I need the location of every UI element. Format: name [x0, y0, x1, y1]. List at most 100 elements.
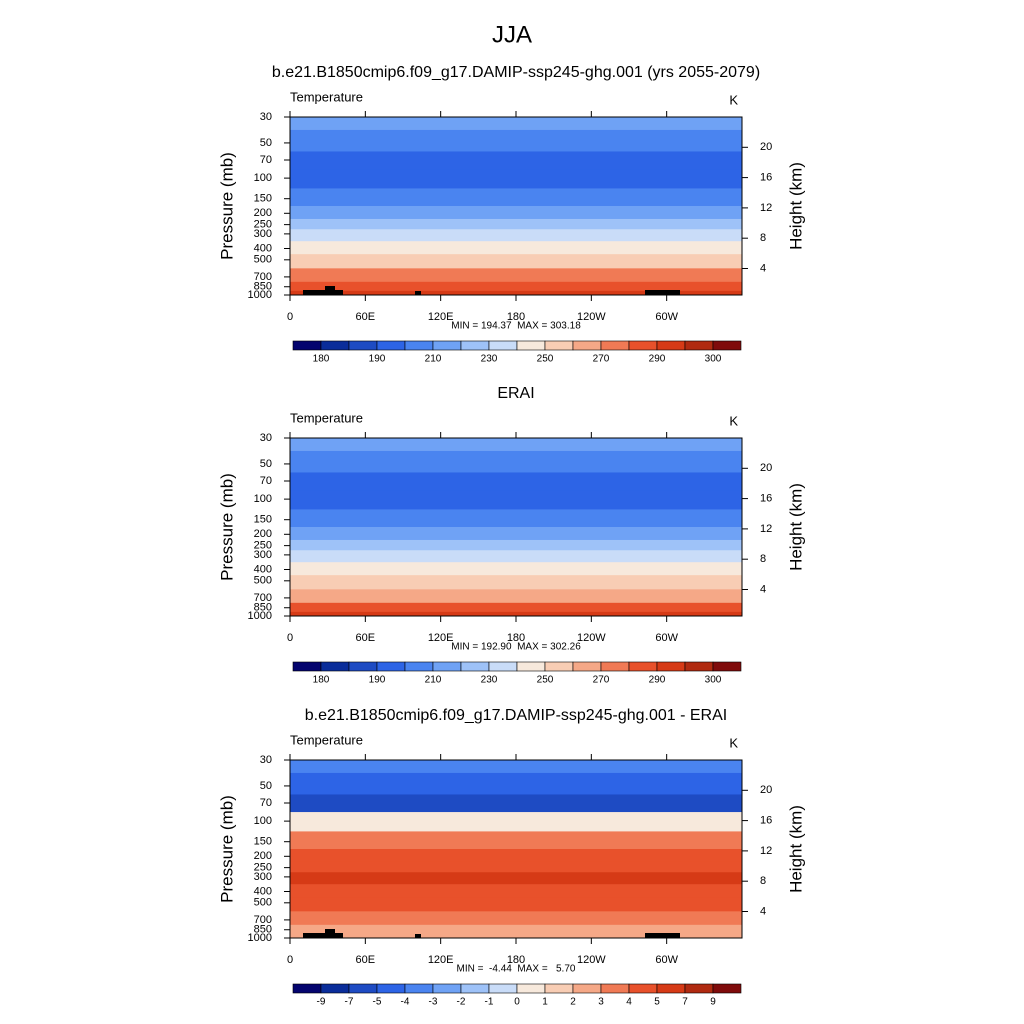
colorbar-box [600, 983, 630, 994]
colorbar-label: 210 [425, 675, 442, 686]
x-tick-label: 120E [428, 632, 454, 644]
colorbar-box [544, 661, 574, 672]
colorbar-label: 290 [649, 354, 666, 365]
x-tick-label: 60E [356, 311, 376, 323]
field-band [290, 290, 742, 296]
x-tick-label: 0 [287, 954, 293, 966]
y-tick-label: 30 [260, 754, 272, 766]
left-label: Temperature [290, 89, 363, 104]
left-label: Temperature [290, 732, 363, 747]
colorbar-box [460, 340, 490, 351]
x-tick-label: 120E [428, 311, 454, 323]
x-tick-label: 120W [577, 311, 606, 323]
colorbar-box [572, 661, 602, 672]
field-band [290, 129, 742, 152]
y-tick-label: 30 [260, 432, 272, 444]
stats: MIN = 192.90 MAX = 302.26 [451, 642, 581, 653]
colorbar-box [404, 661, 434, 672]
panel-title: ERAI [497, 385, 534, 402]
field-band [290, 611, 742, 617]
y-tick-label: 250 [254, 540, 272, 552]
y-tick-label: 100 [254, 493, 272, 505]
colorbar-box [432, 340, 462, 351]
y-tick-label: 400 [254, 885, 272, 897]
colorbar-box [544, 983, 574, 994]
y2-axis-label: Height (km) [786, 483, 805, 571]
field-band [290, 933, 742, 939]
y2-tick-label: 4 [760, 262, 766, 274]
field-band [290, 188, 742, 207]
colorbar-label: 300 [705, 354, 722, 365]
colorbar-box [684, 661, 714, 672]
x-tick-label: 60W [655, 632, 678, 644]
colorbar-label: -9 [317, 997, 326, 1008]
colorbar-box [404, 983, 434, 994]
right-label: K [729, 92, 738, 107]
colorbar-box [376, 983, 406, 994]
y-axis-label: Pressure (mb) [217, 795, 236, 903]
y-axis-label: Pressure (mb) [217, 473, 236, 581]
y-tick-label: 150 [254, 193, 272, 205]
colorbar-label: 5 [654, 997, 660, 1008]
colorbar-box [656, 340, 686, 351]
y-tick-label: 300 [254, 871, 272, 883]
y2-tick-label: 8 [760, 232, 766, 244]
colorbar-label: 300 [705, 675, 722, 686]
colorbar-box [684, 340, 714, 351]
y2-axis-label: Height (km) [786, 162, 805, 250]
colorbar-label: 270 [593, 675, 610, 686]
terrain [325, 929, 335, 938]
y-tick-label: 70 [260, 154, 272, 166]
y-axis-label: Pressure (mb) [217, 152, 236, 260]
x-tick-label: 60W [655, 311, 678, 323]
colorbar-box [516, 340, 546, 351]
colorbar-label: 7 [682, 997, 688, 1008]
colorbar-label: 290 [649, 675, 666, 686]
terrain [325, 286, 335, 295]
colorbar-box [348, 983, 378, 994]
colorbar-box [712, 661, 742, 672]
field-band [290, 849, 742, 863]
colorbar-box [628, 983, 658, 994]
colorbar-box [712, 340, 742, 351]
colorbar-box [488, 983, 518, 994]
field-band [290, 794, 742, 813]
y2-tick-label: 8 [760, 553, 766, 565]
field-band [290, 254, 742, 269]
colorbar-label: 3 [598, 997, 604, 1008]
colorbar-box [320, 661, 350, 672]
colorbar-box [460, 983, 490, 994]
colorbar-box [348, 661, 378, 672]
panel-title: b.e21.B1850cmip6.f09_g17.DAMIP-ssp245-gh… [305, 707, 727, 724]
field-band [290, 490, 742, 510]
colorbar-box [404, 340, 434, 351]
y2-tick-label: 16 [760, 815, 772, 827]
colorbar-box [712, 983, 742, 994]
y2-tick-label: 16 [760, 493, 772, 505]
left-label: Temperature [290, 410, 363, 425]
colorbar-box [292, 661, 322, 672]
field-band [290, 562, 742, 576]
y-tick-label: 1000 [248, 289, 272, 301]
x-tick-label: 60W [655, 954, 678, 966]
colorbar-box [656, 983, 686, 994]
y-tick-label: 850 [254, 602, 272, 614]
colorbar-label: 250 [537, 354, 554, 365]
colorbar-label: 230 [481, 354, 498, 365]
colorbar-box [572, 340, 602, 351]
y-tick-label: 150 [254, 836, 272, 848]
figure-title: JJA [492, 21, 532, 48]
x-tick-label: 60E [356, 632, 376, 644]
colorbar-box [516, 661, 546, 672]
y-tick-label: 250 [254, 219, 272, 231]
field-band [290, 169, 742, 189]
colorbar-box [628, 661, 658, 672]
field-band [290, 772, 742, 795]
colorbar-label: -4 [401, 997, 410, 1008]
y-tick-label: 50 [260, 137, 272, 149]
colorbar-label: -5 [373, 997, 382, 1008]
y-tick-label: 100 [254, 172, 272, 184]
terrain [645, 933, 680, 938]
y-tick-label: 700 [254, 271, 272, 283]
